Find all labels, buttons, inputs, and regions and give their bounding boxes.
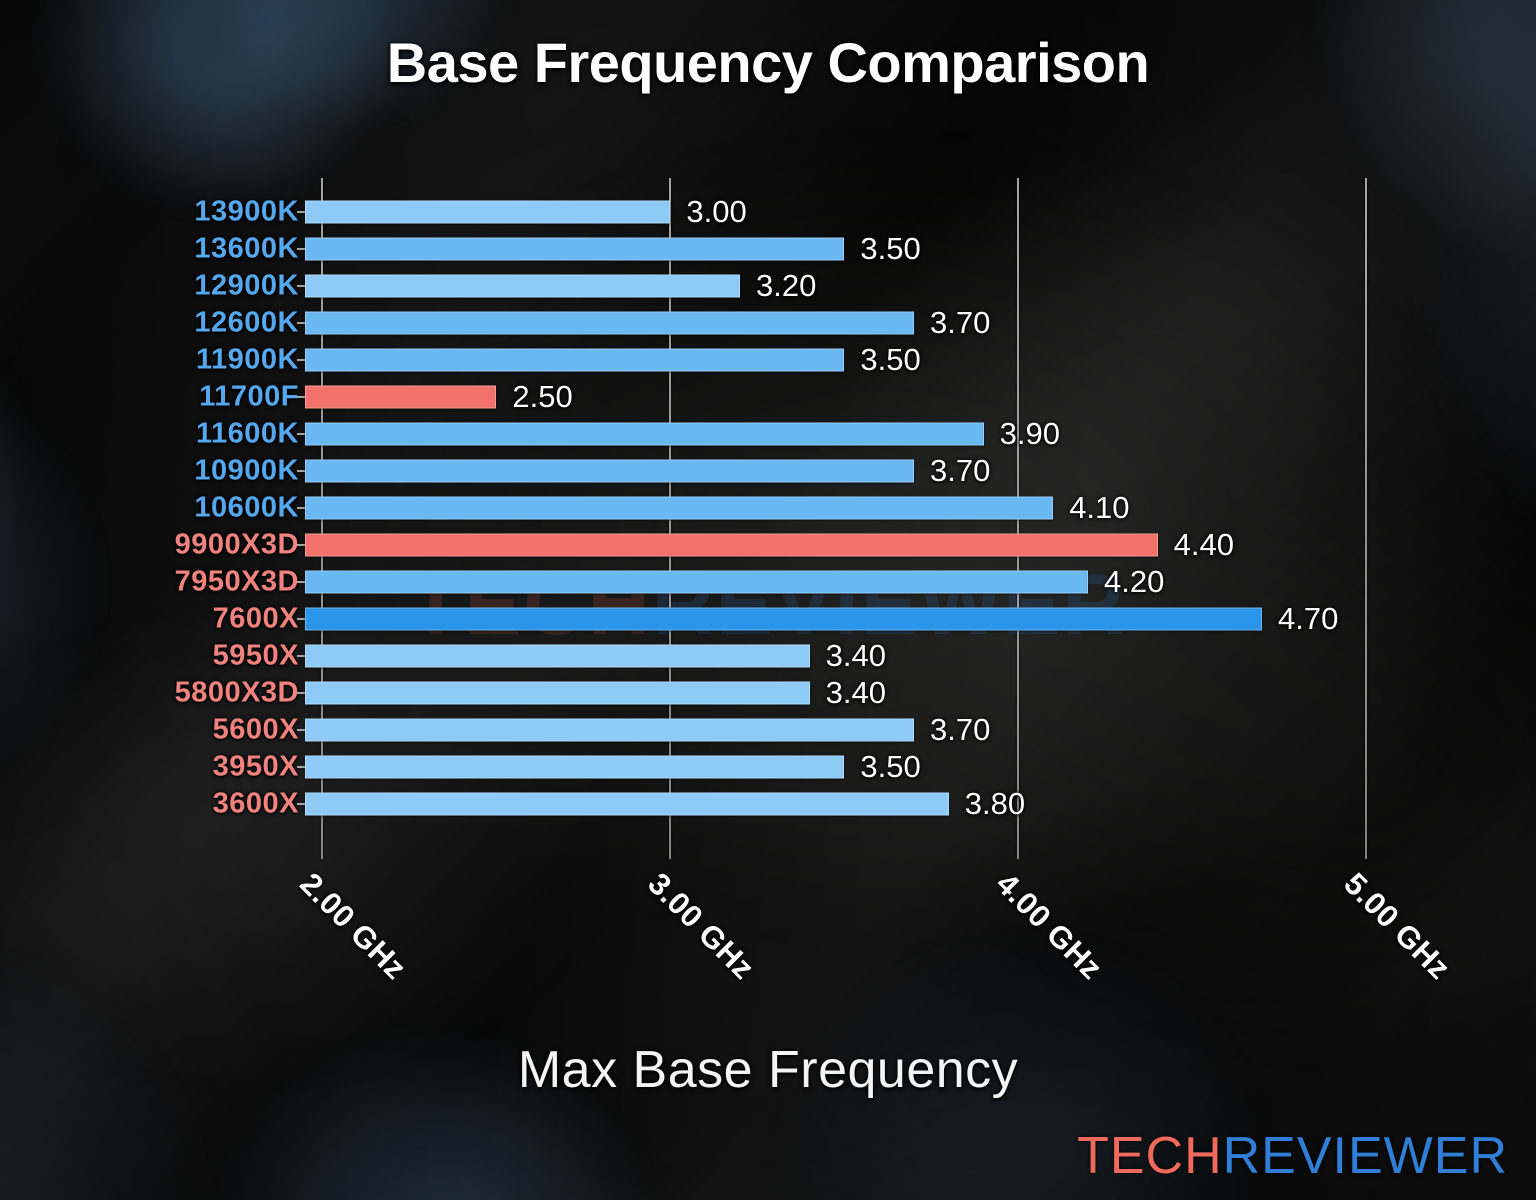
- chart-title: Base Frequency Comparison: [386, 31, 1150, 94]
- bar-12600k[interactable]: [305, 311, 914, 334]
- bar-7600x[interactable]: [305, 607, 1262, 630]
- bar-value-label: 3.40: [825, 637, 886, 673]
- y-axis-tick: [297, 358, 306, 361]
- y-axis-tick: [297, 691, 306, 694]
- category-label-11900k: 11900K: [196, 343, 299, 375]
- category-label-12600k: 12600K: [194, 306, 299, 338]
- bar-row: 11900K 3.50: [0, 341, 1536, 378]
- category-label-10900k: 10900K: [194, 454, 299, 486]
- y-axis-tick: [297, 765, 306, 768]
- bar-row: 9900X3D 4.40: [0, 526, 1536, 563]
- bar-7950x3d[interactable]: [305, 570, 1088, 593]
- bar-11700f[interactable]: [305, 385, 497, 408]
- x-axis-title: Max Base Frequency: [517, 1041, 1019, 1099]
- category-label-3600x: 3600X: [212, 787, 299, 819]
- x-tick-label-300: 3.00 GHz: [641, 866, 762, 987]
- category-label-12900k: 12900K: [194, 269, 299, 301]
- bar-row: 3600X 3.80: [0, 785, 1536, 822]
- bar-value-label: 3.70: [930, 304, 991, 340]
- category-label-5600x: 5600X: [212, 713, 299, 745]
- bar-row: 11700F 2.50: [0, 378, 1536, 415]
- bar-row: 5600X 3.70: [0, 711, 1536, 748]
- bar-row: 13600K 3.50: [0, 230, 1536, 267]
- bar-value-label: 3.50: [860, 341, 921, 377]
- bar-5600x[interactable]: [305, 718, 914, 741]
- y-axis-tick: [297, 210, 306, 213]
- techreviewer-logo: TECHREVIEWER: [1077, 1126, 1508, 1186]
- category-label-3950x: 3950X: [212, 750, 299, 782]
- bar-10600k[interactable]: [305, 496, 1054, 519]
- bar-value-label: 3.40: [825, 674, 886, 710]
- bar-value-label: 3.20: [756, 267, 817, 303]
- logo-tech: TECH: [1077, 1127, 1223, 1185]
- bar-value-label: 4.40: [1173, 526, 1234, 562]
- category-label-9900x3d: 9900X3D: [174, 528, 299, 560]
- gridline-500: [1365, 178, 1368, 859]
- bar-value-label: 3.90: [999, 415, 1060, 451]
- x-tick-label-400: 4.00 GHz: [989, 866, 1110, 987]
- bar-row: 7950X3D 4.20: [0, 563, 1536, 600]
- y-axis-tick: [297, 395, 306, 398]
- bar-row: 10900K 3.70: [0, 452, 1536, 489]
- bar-row: 12600K 3.70: [0, 304, 1536, 341]
- y-axis-tick: [297, 617, 306, 620]
- bar-value-label: 4.10: [1069, 489, 1130, 525]
- bar-value-label: 3.50: [860, 230, 921, 266]
- category-label-10600k: 10600K: [194, 491, 299, 523]
- bar-value-label: 4.20: [1104, 563, 1165, 599]
- bar-11900k[interactable]: [305, 348, 845, 371]
- category-label-13600k: 13600K: [194, 232, 299, 264]
- bar-row: 10600K 4.10: [0, 489, 1536, 526]
- bar-10900k[interactable]: [305, 459, 914, 482]
- bar-5950x[interactable]: [305, 644, 810, 667]
- bar-row: 7600X 4.70: [0, 600, 1536, 637]
- y-axis-tick: [297, 728, 306, 731]
- category-label-5950x: 5950X: [212, 639, 299, 671]
- bar-row: 13900K 3.00: [0, 193, 1536, 230]
- y-axis-tick: [297, 284, 306, 287]
- bar-9900x3d[interactable]: [305, 533, 1158, 556]
- y-axis-tick: [297, 321, 306, 324]
- bar-13900k[interactable]: [305, 200, 671, 223]
- bar-row: 5950X 3.40: [0, 637, 1536, 674]
- bar-3600x[interactable]: [305, 792, 949, 815]
- bar-row: 12900K 3.20: [0, 267, 1536, 304]
- y-axis-tick: [297, 543, 306, 546]
- bar-12900k[interactable]: [305, 274, 740, 297]
- category-label-11700f: 11700F: [199, 380, 299, 412]
- y-axis-tick: [297, 247, 306, 250]
- y-axis-tick: [297, 432, 306, 435]
- bar-3950x[interactable]: [305, 755, 845, 778]
- category-label-11600k: 11600K: [196, 417, 299, 449]
- category-label-7600x: 7600X: [212, 602, 299, 634]
- bar-value-label: 3.80: [964, 785, 1026, 821]
- bar-row: 11600K 3.90: [0, 415, 1536, 452]
- category-label-7950x3d: 7950X3D: [174, 565, 299, 597]
- bar-13600k[interactable]: [305, 237, 845, 260]
- bar-value-label: 4.70: [1278, 600, 1339, 636]
- bar-5800x3d[interactable]: [305, 681, 810, 704]
- bar-value-label: 3.70: [930, 711, 991, 747]
- bar-value-label: 2.50: [512, 378, 573, 414]
- bar-value-label: 3.70: [930, 452, 991, 488]
- x-tick-label-200: 2.00 GHz: [293, 866, 414, 987]
- y-axis-tick: [297, 580, 306, 583]
- bar-row: 5800X3D 3.40: [0, 674, 1536, 711]
- bar-value-label: 3.00: [686, 193, 747, 229]
- bar-11600k[interactable]: [305, 422, 984, 445]
- category-label-13900k: 13900K: [194, 195, 299, 227]
- bar-value-label: 3.50: [860, 748, 921, 784]
- bar-row: 3950X 3.50: [0, 748, 1536, 785]
- logo-reviewer: REVIEWER: [1222, 1127, 1508, 1185]
- category-label-5800x3d: 5800X3D: [174, 676, 299, 708]
- y-axis-tick: [297, 802, 306, 805]
- y-axis-tick: [297, 506, 306, 509]
- x-tick-label-500: 5.00 GHz: [1337, 866, 1458, 987]
- y-axis-tick: [297, 654, 306, 657]
- y-axis-tick: [297, 469, 306, 472]
